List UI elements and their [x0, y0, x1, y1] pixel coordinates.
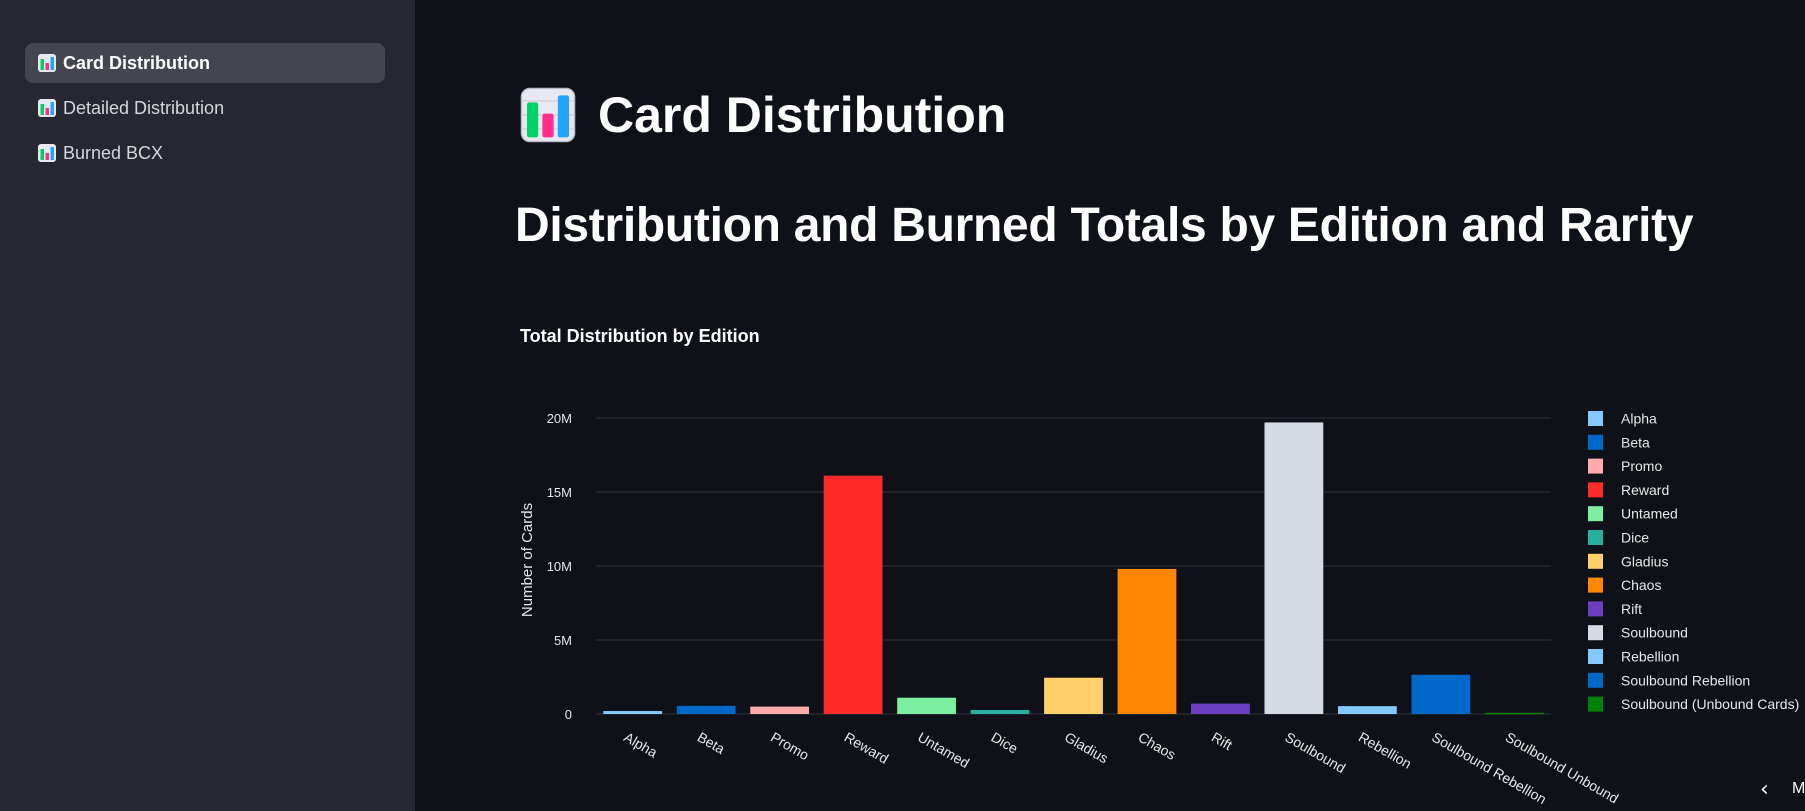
page-title-text: Card Distribution [598, 87, 1007, 143]
legend-label: Gladius [1621, 553, 1668, 569]
x-tick-label: Beta [695, 729, 728, 757]
y-tick-label: 0 [565, 707, 572, 722]
legend-swatch [1588, 530, 1603, 545]
y-tick-label: 20M [547, 411, 572, 426]
legend-label: Alpha [1621, 411, 1657, 427]
legend-label: Soulbound Rebellion [1621, 672, 1750, 688]
bar-chart-icon [38, 54, 56, 72]
chart-title: Total Distribution by Edition [520, 326, 760, 346]
x-tick-label: Alpha [621, 729, 660, 761]
legend-swatch [1588, 672, 1603, 688]
bar [1484, 712, 1544, 715]
chevron-left-icon[interactable]: ‹ [1760, 777, 1769, 802]
bar [1337, 706, 1397, 714]
sidebar-item-label: Burned BCX [63, 142, 164, 163]
legend-swatch [1588, 482, 1603, 498]
x-tick-label: Promo [768, 729, 812, 764]
legend-swatch [1588, 696, 1603, 712]
legend-label: Soulbound (Unbound Cards) [1621, 696, 1799, 712]
legend-label: Untamed [1621, 506, 1678, 522]
x-tick-label: Rift [1209, 729, 1235, 753]
main-content: Card Distribution Distribution and Burne… [415, 0, 1805, 811]
x-tick-label: Reward [842, 729, 892, 767]
legend-swatch [1588, 649, 1603, 664]
x-tick-label: Dice [989, 729, 1021, 757]
bar [603, 711, 663, 714]
legend-swatch [1588, 506, 1603, 522]
legend-label: Soulbound [1621, 625, 1688, 641]
bar-chart: 0 5M 10M 15M 20M Number of Cards Alpha Beta Prom… [519, 411, 1799, 808]
x-tick-label: Rebellion [1356, 729, 1415, 772]
bar [750, 706, 810, 714]
sidebar-item-burned-bcx[interactable]: Burned BCX [25, 133, 385, 173]
legend-swatch [1588, 601, 1603, 617]
bar [897, 697, 956, 714]
sidebar-item-label: Detailed Distribution [63, 97, 225, 118]
legend-label: Beta [1621, 434, 1650, 450]
legend-swatch [1588, 411, 1603, 426]
bar [1044, 677, 1103, 714]
bar-chart-icon [38, 144, 56, 162]
x-tick-label: Gladius [1062, 729, 1111, 767]
legend-label: Rebellion [1621, 649, 1679, 665]
bar [823, 475, 883, 714]
legend-label: Promo [1621, 458, 1662, 474]
bar [1117, 568, 1177, 714]
section-heading: Distribution and Burned Totals by Editio… [515, 199, 1694, 252]
page-title: Card Distribution [520, 86, 1006, 144]
legend-swatch [1588, 553, 1603, 569]
y-tick-label: 15M [547, 485, 572, 500]
legend-label: Rift [1621, 601, 1642, 617]
legend-swatch [1588, 577, 1603, 593]
partial-label: M [1792, 780, 1805, 797]
x-tick-label: Soulbound [1282, 729, 1348, 776]
sidebar-item-label: Card Distribution [63, 52, 210, 73]
y-tick-label: 10M [547, 559, 572, 574]
bar [676, 705, 736, 714]
sidebar-item-card-distribution[interactable]: Card Distribution [25, 43, 385, 83]
legend-label: Chaos [1621, 577, 1661, 593]
x-tick-label: Chaos [1135, 729, 1178, 763]
sidebar-item-detailed-distribution[interactable]: Detailed Distribution [25, 88, 385, 128]
bar [1191, 703, 1250, 714]
x-tick-label: Untamed [915, 729, 972, 771]
y-axis-title: Number of Cards [519, 503, 536, 617]
sidebar: Card Distribution Detailed Distribution … [0, 0, 415, 811]
bar [1264, 422, 1324, 714]
bar [1411, 674, 1471, 714]
bar-chart-icon [520, 87, 576, 143]
legend-label: Reward [1621, 482, 1669, 498]
legend-label: Dice [1621, 530, 1649, 546]
legend-swatch [1588, 458, 1603, 474]
y-tick-label: 5M [554, 633, 572, 648]
bar [970, 710, 1030, 714]
legend-swatch [1588, 625, 1603, 641]
bar-chart-icon [38, 99, 56, 117]
legend-swatch [1588, 434, 1603, 450]
